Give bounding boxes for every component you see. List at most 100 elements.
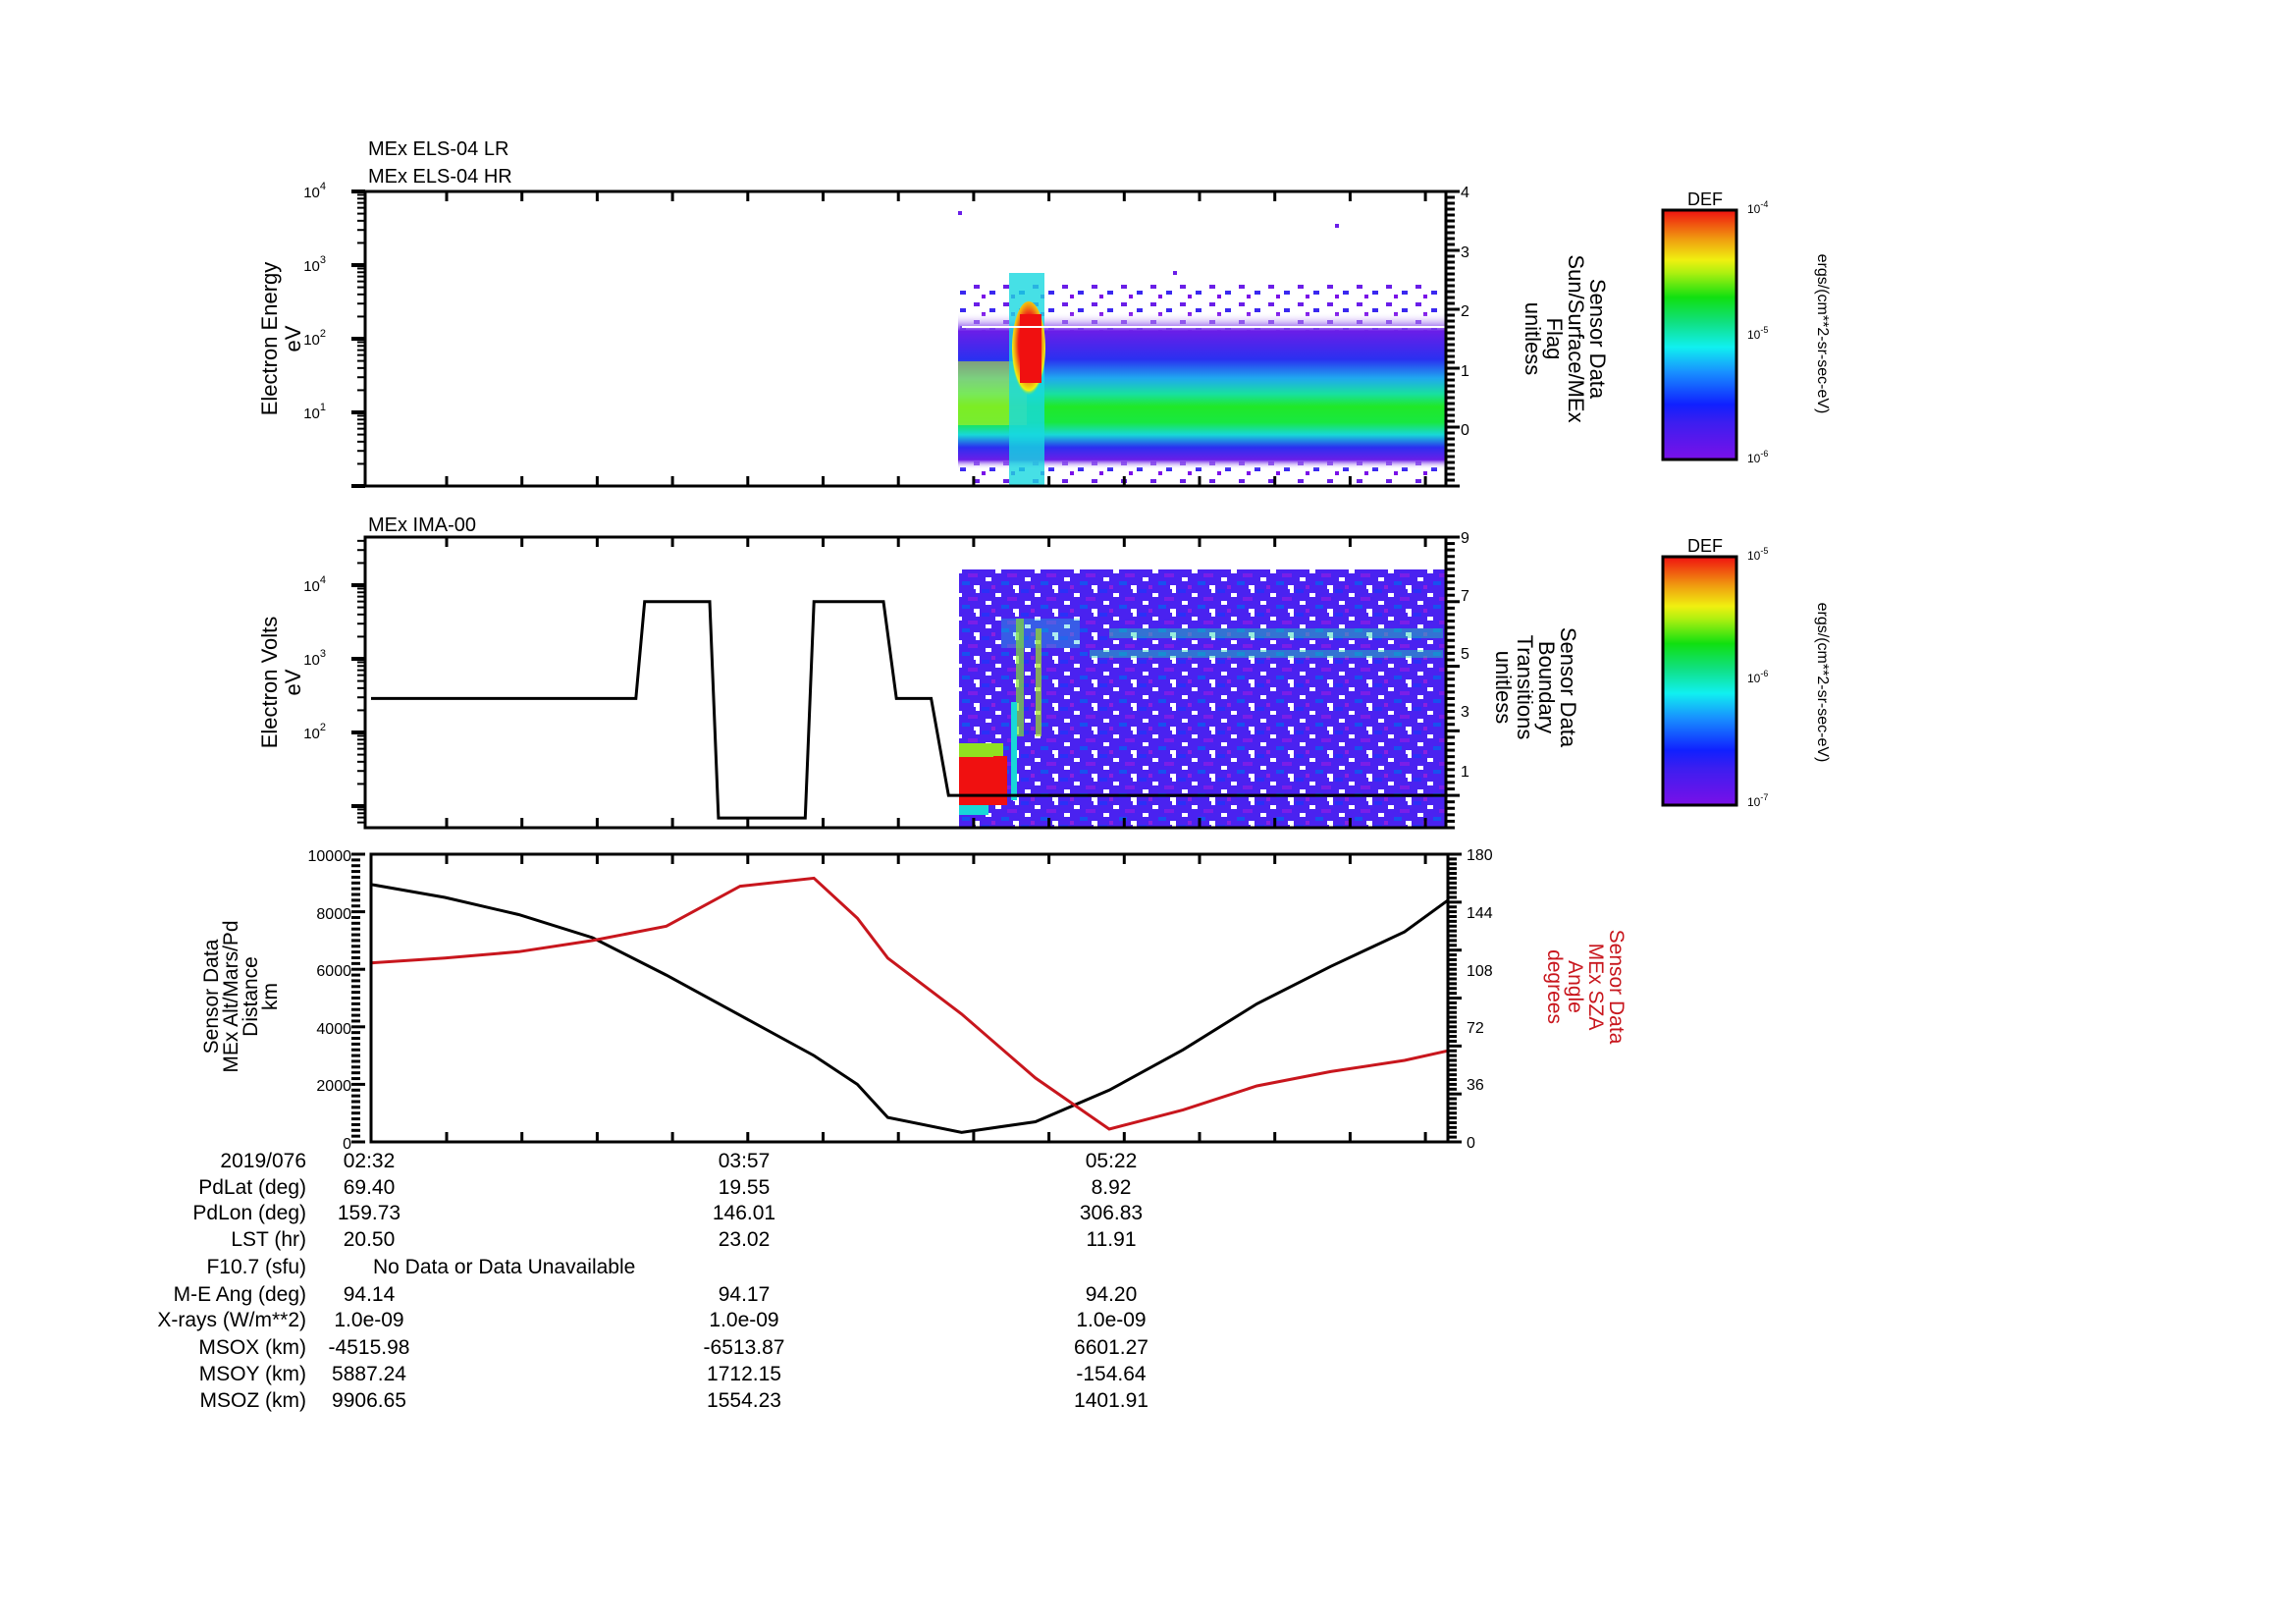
svg-text:101: 101 (303, 402, 326, 422)
table-cell: -6513.87 (703, 1336, 785, 1359)
svg-text:10000: 10000 (308, 848, 352, 865)
table-row-label: PdLat (deg) (198, 1176, 306, 1199)
els-colorbar: DEF 10-4 10-5 10-6 ergs/(cm**2-sr-sec-eV… (1661, 189, 1831, 465)
svg-text:108: 108 (1467, 963, 1493, 980)
svg-text:103: 103 (303, 254, 326, 275)
table-row-label: MSOX (km) (198, 1336, 306, 1359)
table-cell: 159.73 (337, 1202, 401, 1224)
ima-spectrogram (959, 569, 1445, 828)
svg-text:0: 0 (343, 1136, 351, 1153)
table-cell: 69.40 (343, 1176, 396, 1199)
svg-text:Sensor Data: Sensor Data (1556, 627, 1580, 748)
els-y-axis-left: 104 103 102 101 (303, 181, 365, 488)
panel-ima: MEx IMA-00 104 103 102 Electron Volts eV (257, 514, 1831, 830)
svg-text:0: 0 (1467, 1135, 1475, 1152)
svg-text:10-4: 10-4 (1747, 199, 1768, 216)
table-row-label: MSOY (km) (198, 1363, 306, 1385)
alt-y-label: Sensor Data MEx Alt/Mars/Pd Distance km (200, 920, 282, 1072)
svg-text:3: 3 (1461, 244, 1469, 261)
svg-text:9: 9 (1461, 530, 1469, 547)
sza-y-axis-right: 180 144 108 72 36 0 (1448, 847, 1493, 1152)
svg-text:180: 180 (1467, 847, 1493, 864)
svg-text:10-6: 10-6 (1747, 449, 1768, 465)
panel-els: MEx ELS-04 LR MEx ELS-04 HR 104 103 102 … (257, 138, 1831, 488)
table-note: No Data or Data Unavailable (373, 1256, 636, 1278)
panel-alt-sza: 10000 8000 6000 4000 2000 0 Sensor Data … (200, 847, 1628, 1153)
svg-text:1: 1 (1461, 764, 1469, 781)
svg-text:10-6: 10-6 (1747, 669, 1768, 685)
svg-text:3: 3 (1461, 704, 1469, 721)
table-cell: 02:32 (343, 1150, 396, 1172)
ima-y-axis-left: 104 103 102 (303, 539, 365, 824)
svg-text:36: 36 (1467, 1077, 1484, 1094)
ima-y-label: Electron Volts eV (257, 617, 305, 749)
svg-text:Sensor Data: Sensor Data (1605, 930, 1628, 1045)
ima-right-label: Sensor Data Boundary Transitions unitles… (1491, 627, 1580, 748)
svg-text:Sensor Data: Sensor Data (1585, 279, 1610, 400)
svg-text:0: 0 (1461, 422, 1469, 439)
table-cell: 1401.91 (1074, 1389, 1148, 1412)
table-row-label: LST (hr) (231, 1228, 306, 1251)
alt-y-axis-left: 10000 8000 6000 4000 2000 0 (308, 848, 365, 1153)
svg-text:102: 102 (303, 722, 326, 742)
svg-text:Distance: Distance (240, 956, 262, 1037)
svg-text:104: 104 (303, 181, 326, 201)
table-cell: 94.20 (1085, 1283, 1138, 1306)
table-cell: 11.91 (1086, 1228, 1137, 1251)
table-cell: 1554.23 (707, 1389, 781, 1412)
table-cell: 20.50 (343, 1228, 396, 1251)
svg-text:6000: 6000 (316, 963, 351, 980)
table-cell: 146.01 (712, 1202, 776, 1224)
table-row-label: PdLon (deg) (192, 1202, 306, 1224)
svg-text:km: km (259, 983, 282, 1010)
table-cell: 1712.15 (707, 1363, 781, 1385)
svg-text:72: 72 (1467, 1020, 1484, 1037)
els-y-label: Electron Energy eV (257, 262, 305, 416)
table-cell: 8.92 (1091, 1176, 1132, 1199)
table-cell: 306.83 (1079, 1202, 1144, 1224)
x-axis-ticks (445, 191, 1427, 1142)
svg-text:DEF: DEF (1687, 536, 1723, 556)
svg-text:4000: 4000 (316, 1021, 351, 1038)
table-cell: 9906.65 (332, 1389, 406, 1412)
table-row-label: 2019/076 (220, 1150, 306, 1172)
table-row-label: X-rays (W/m**2) (157, 1309, 306, 1331)
els-y-axis-right: 4 3 2 1 0 (1446, 185, 1469, 488)
svg-text:unitless: unitless (1521, 302, 1545, 376)
svg-text:Sun/Surface/MEx: Sun/Surface/MEx (1564, 254, 1588, 422)
table-cell: 94.17 (718, 1283, 771, 1306)
ima-y-axis-right: 9 7 5 3 1 (1446, 530, 1469, 830)
svg-text:1: 1 (1461, 363, 1469, 380)
svg-text:103: 103 (303, 648, 326, 669)
svg-text:4: 4 (1461, 185, 1469, 201)
table-row-label: M-E Ang (deg) (173, 1283, 306, 1306)
svg-text:2000: 2000 (316, 1078, 351, 1095)
ima-boundary-line (371, 600, 1448, 820)
table-cell: 5887.24 (332, 1363, 406, 1385)
svg-text:5: 5 (1461, 646, 1469, 663)
ima-title: MEx IMA-00 (368, 514, 476, 536)
svg-text:2: 2 (1461, 303, 1469, 320)
svg-text:Sensor Data: Sensor Data (200, 939, 223, 1054)
els-spectrogram (958, 211, 1445, 486)
sza-angle-line (370, 876, 1449, 1131)
svg-text:DEF: DEF (1687, 189, 1723, 209)
svg-text:eV: eV (281, 669, 305, 695)
svg-text:10-5: 10-5 (1747, 325, 1768, 342)
svg-text:ergs/(cm**2-sr-sec-eV): ergs/(cm**2-sr-sec-eV) (1814, 254, 1831, 414)
svg-text:Transitions: Transitions (1513, 635, 1537, 740)
svg-text:8000: 8000 (316, 906, 351, 923)
svg-text:eV: eV (281, 325, 305, 352)
alt-distance-line (370, 883, 1449, 1134)
sza-right-label: Sensor Data MEx SZA Angle degrees (1543, 930, 1628, 1045)
table-row-label: MSOZ (km) (199, 1389, 306, 1412)
table-cell: -154.64 (1076, 1363, 1147, 1385)
svg-text:104: 104 (303, 574, 326, 595)
table-cell: 1.0e-09 (1076, 1309, 1147, 1331)
svg-text:102: 102 (303, 328, 326, 349)
els-title-line-2: MEx ELS-04 HR (368, 166, 512, 188)
svg-text:Boundary: Boundary (1534, 641, 1559, 733)
svg-text:ergs/(cm**2-sr-sec-eV): ergs/(cm**2-sr-sec-eV) (1814, 603, 1831, 763)
svg-text:Electron Energy: Electron Energy (257, 262, 282, 416)
